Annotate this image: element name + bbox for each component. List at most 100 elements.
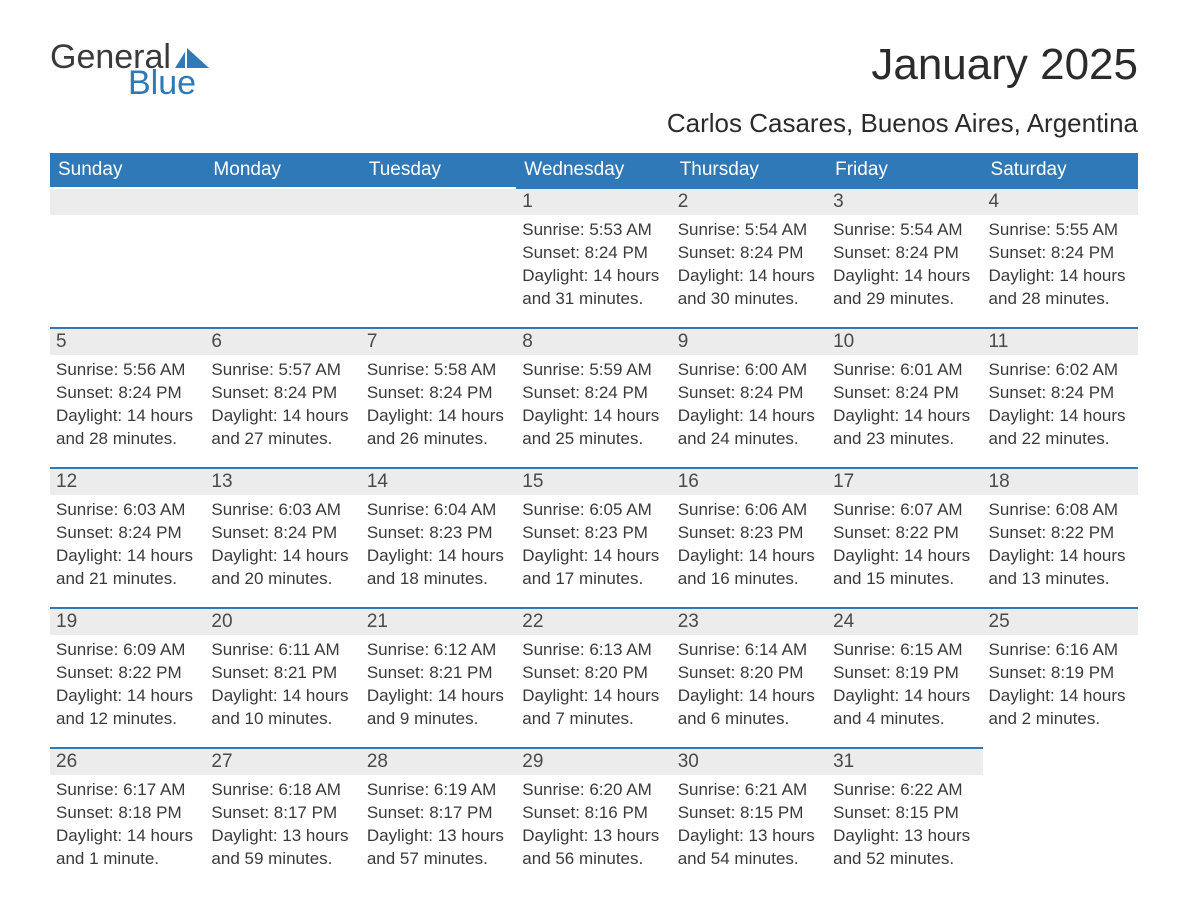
calendar-day-cell: 30Sunrise: 6:21 AMSunset: 8:15 PMDayligh… xyxy=(672,747,827,887)
sunset-text: Sunset: 8:24 PM xyxy=(367,382,510,405)
calendar-day-cell: 11Sunrise: 6:02 AMSunset: 8:24 PMDayligh… xyxy=(983,327,1138,467)
sunrise-text: Sunrise: 6:01 AM xyxy=(833,359,976,382)
calendar-day-cell: 29Sunrise: 6:20 AMSunset: 8:16 PMDayligh… xyxy=(516,747,671,887)
sunset-text: Sunset: 8:20 PM xyxy=(522,662,665,685)
daylight-line-1: Daylight: 14 hours xyxy=(211,405,354,428)
weekday-header: Wednesday xyxy=(516,153,671,187)
day-details: Sunrise: 6:03 AMSunset: 8:24 PMDaylight:… xyxy=(205,495,360,591)
logo-word-2: Blue xyxy=(128,66,209,100)
daylight-line-2: and 17 minutes. xyxy=(522,568,665,591)
daylight-line-1: Daylight: 14 hours xyxy=(989,405,1132,428)
calendar-table: SundayMondayTuesdayWednesdayThursdayFrid… xyxy=(50,153,1138,887)
daylight-line-1: Daylight: 14 hours xyxy=(522,265,665,288)
calendar-week-row: 1Sunrise: 5:53 AMSunset: 8:24 PMDaylight… xyxy=(50,187,1138,327)
day-number: 3 xyxy=(827,189,982,215)
day-details: Sunrise: 5:58 AMSunset: 8:24 PMDaylight:… xyxy=(361,355,516,451)
day-number: 27 xyxy=(205,749,360,775)
page-title: January 2025 xyxy=(667,40,1138,90)
day-details: Sunrise: 6:21 AMSunset: 8:15 PMDaylight:… xyxy=(672,775,827,871)
calendar-day-cell: 5Sunrise: 5:56 AMSunset: 8:24 PMDaylight… xyxy=(50,327,205,467)
calendar-day-cell: 14Sunrise: 6:04 AMSunset: 8:23 PMDayligh… xyxy=(361,467,516,607)
daylight-line-2: and 59 minutes. xyxy=(211,848,354,871)
calendar-day-cell: 26Sunrise: 6:17 AMSunset: 8:18 PMDayligh… xyxy=(50,747,205,887)
weekday-header: Friday xyxy=(827,153,982,187)
daylight-line-1: Daylight: 13 hours xyxy=(522,825,665,848)
calendar-day-cell: 13Sunrise: 6:03 AMSunset: 8:24 PMDayligh… xyxy=(205,467,360,607)
day-number: 4 xyxy=(983,189,1138,215)
daylight-line-1: Daylight: 14 hours xyxy=(367,685,510,708)
sunset-text: Sunset: 8:24 PM xyxy=(211,382,354,405)
day-number: 1 xyxy=(516,189,671,215)
day-number: 28 xyxy=(361,749,516,775)
calendar-day-cell: 25Sunrise: 6:16 AMSunset: 8:19 PMDayligh… xyxy=(983,607,1138,747)
sunrise-text: Sunrise: 6:15 AM xyxy=(833,639,976,662)
sunrise-text: Sunrise: 6:12 AM xyxy=(367,639,510,662)
calendar-day-cell: 18Sunrise: 6:08 AMSunset: 8:22 PMDayligh… xyxy=(983,467,1138,607)
day-details: Sunrise: 6:20 AMSunset: 8:16 PMDaylight:… xyxy=(516,775,671,871)
calendar-day-cell: 2Sunrise: 5:54 AMSunset: 8:24 PMDaylight… xyxy=(672,187,827,327)
sunrise-text: Sunrise: 6:07 AM xyxy=(833,499,976,522)
day-number: 12 xyxy=(50,469,205,495)
daylight-line-2: and 54 minutes. xyxy=(678,848,821,871)
day-number: 25 xyxy=(983,609,1138,635)
empty-day-strip xyxy=(361,189,516,215)
daylight-line-1: Daylight: 13 hours xyxy=(367,825,510,848)
day-details: Sunrise: 6:09 AMSunset: 8:22 PMDaylight:… xyxy=(50,635,205,731)
day-details: Sunrise: 6:19 AMSunset: 8:17 PMDaylight:… xyxy=(361,775,516,871)
sunset-text: Sunset: 8:24 PM xyxy=(833,382,976,405)
sunrise-text: Sunrise: 6:22 AM xyxy=(833,779,976,802)
calendar-week-row: 5Sunrise: 5:56 AMSunset: 8:24 PMDaylight… xyxy=(50,327,1138,467)
day-number: 21 xyxy=(361,609,516,635)
calendar-day-cell: 19Sunrise: 6:09 AMSunset: 8:22 PMDayligh… xyxy=(50,607,205,747)
day-details: Sunrise: 6:04 AMSunset: 8:23 PMDaylight:… xyxy=(361,495,516,591)
daylight-line-1: Daylight: 14 hours xyxy=(833,405,976,428)
day-number: 24 xyxy=(827,609,982,635)
daylight-line-1: Daylight: 14 hours xyxy=(678,685,821,708)
calendar-day-cell: 15Sunrise: 6:05 AMSunset: 8:23 PMDayligh… xyxy=(516,467,671,607)
calendar-empty-cell xyxy=(205,187,360,327)
daylight-line-1: Daylight: 13 hours xyxy=(678,825,821,848)
sunrise-text: Sunrise: 5:54 AM xyxy=(678,219,821,242)
daylight-line-2: and 1 minute. xyxy=(56,848,199,871)
sunrise-text: Sunrise: 5:54 AM xyxy=(833,219,976,242)
sunrise-text: Sunrise: 6:17 AM xyxy=(56,779,199,802)
daylight-line-2: and 20 minutes. xyxy=(211,568,354,591)
calendar-day-cell: 27Sunrise: 6:18 AMSunset: 8:17 PMDayligh… xyxy=(205,747,360,887)
logo: General Blue xyxy=(50,40,209,100)
day-details: Sunrise: 5:57 AMSunset: 8:24 PMDaylight:… xyxy=(205,355,360,451)
calendar-day-cell: 3Sunrise: 5:54 AMSunset: 8:24 PMDaylight… xyxy=(827,187,982,327)
sunset-text: Sunset: 8:21 PM xyxy=(211,662,354,685)
day-details: Sunrise: 5:55 AMSunset: 8:24 PMDaylight:… xyxy=(983,215,1138,311)
calendar-empty-cell xyxy=(50,187,205,327)
empty-day-strip xyxy=(205,189,360,215)
day-number: 6 xyxy=(205,329,360,355)
sunset-text: Sunset: 8:24 PM xyxy=(833,242,976,265)
day-details: Sunrise: 6:01 AMSunset: 8:24 PMDaylight:… xyxy=(827,355,982,451)
sunset-text: Sunset: 8:24 PM xyxy=(989,382,1132,405)
daylight-line-2: and 10 minutes. xyxy=(211,708,354,731)
daylight-line-1: Daylight: 14 hours xyxy=(989,265,1132,288)
calendar-day-cell: 24Sunrise: 6:15 AMSunset: 8:19 PMDayligh… xyxy=(827,607,982,747)
sunrise-text: Sunrise: 5:56 AM xyxy=(56,359,199,382)
sunrise-text: Sunrise: 6:04 AM xyxy=(367,499,510,522)
daylight-line-2: and 30 minutes. xyxy=(678,288,821,311)
sunset-text: Sunset: 8:15 PM xyxy=(833,802,976,825)
day-details: Sunrise: 6:06 AMSunset: 8:23 PMDaylight:… xyxy=(672,495,827,591)
sunset-text: Sunset: 8:24 PM xyxy=(678,242,821,265)
sunset-text: Sunset: 8:23 PM xyxy=(678,522,821,545)
daylight-line-2: and 56 minutes. xyxy=(522,848,665,871)
sunrise-text: Sunrise: 5:58 AM xyxy=(367,359,510,382)
sunset-text: Sunset: 8:22 PM xyxy=(56,662,199,685)
daylight-line-2: and 21 minutes. xyxy=(56,568,199,591)
sunrise-text: Sunrise: 6:03 AM xyxy=(56,499,199,522)
calendar-day-cell: 21Sunrise: 6:12 AMSunset: 8:21 PMDayligh… xyxy=(361,607,516,747)
day-details: Sunrise: 5:56 AMSunset: 8:24 PMDaylight:… xyxy=(50,355,205,451)
sunset-text: Sunset: 8:18 PM xyxy=(56,802,199,825)
sunrise-text: Sunrise: 6:09 AM xyxy=(56,639,199,662)
sunset-text: Sunset: 8:24 PM xyxy=(989,242,1132,265)
daylight-line-2: and 27 minutes. xyxy=(211,428,354,451)
sunset-text: Sunset: 8:22 PM xyxy=(833,522,976,545)
sunset-text: Sunset: 8:24 PM xyxy=(56,522,199,545)
daylight-line-2: and 28 minutes. xyxy=(989,288,1132,311)
calendar-week-row: 12Sunrise: 6:03 AMSunset: 8:24 PMDayligh… xyxy=(50,467,1138,607)
